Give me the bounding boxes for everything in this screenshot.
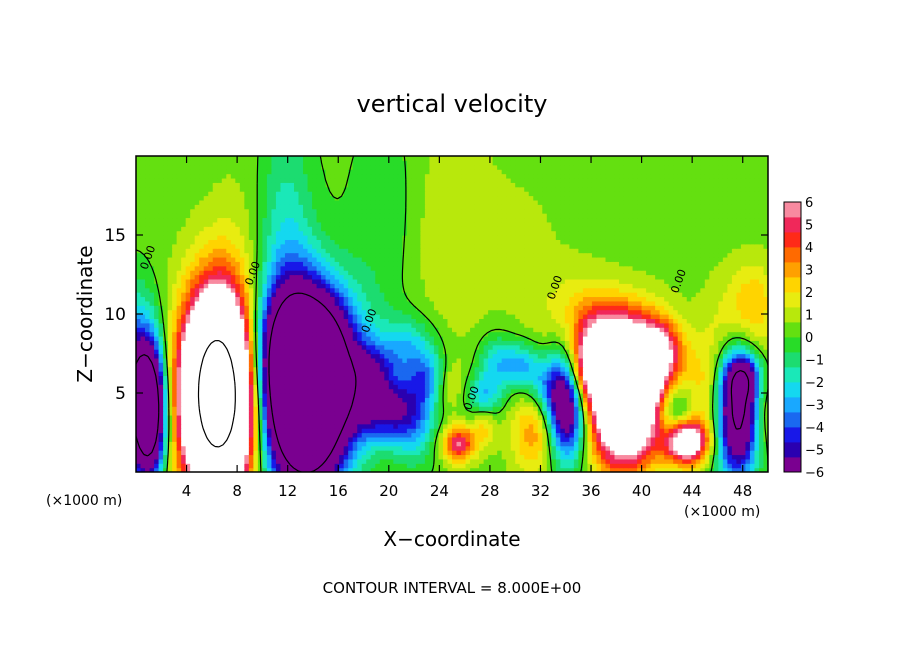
colorbar-label: 1: [805, 309, 813, 324]
contour-lines: [136, 156, 768, 472]
x-tick-label: 36: [581, 482, 600, 500]
x-tick-label: 44: [683, 482, 702, 500]
colorbar-swatch: [784, 322, 801, 338]
contour-zero: [136, 156, 768, 472]
colorbar-swatch: [784, 442, 801, 458]
colorbar-swatch: [784, 292, 801, 308]
colorbar: 6 5 4 3 2 1 0 −1 −2 −3 −4 −5 −6: [783, 196, 824, 481]
contour-negative: [136, 292, 750, 472]
colorbar-label: −6: [805, 466, 824, 481]
x-axis-ticks: 4 8 12 16 20 24 28 32 36 40 44 48: [182, 156, 752, 500]
x-axis-label: X−coordinate: [383, 527, 520, 551]
colorbar-label: 3: [805, 264, 813, 279]
x-tick-label: 20: [379, 482, 398, 500]
colorbar-swatch: [784, 217, 801, 233]
colorbar-swatch: [784, 202, 801, 218]
x-tick-label: 28: [480, 482, 499, 500]
colorbar-swatch: [784, 427, 801, 443]
colorbar-swatch: [784, 412, 801, 428]
contour-interval-note: CONTOUR INTERVAL = 8.000E+00: [323, 579, 582, 597]
colorbar-label: 0: [805, 331, 813, 346]
colorbar-label: −2: [805, 376, 824, 391]
chart-title: vertical velocity: [357, 90, 548, 118]
x-tick-label: 40: [632, 482, 651, 500]
colorbar-label: −1: [805, 354, 824, 369]
colorbar-label: 5: [805, 219, 813, 234]
y-tick-label: 10: [104, 305, 126, 325]
colorbar-label: −4: [805, 421, 824, 436]
colorbar-label: 4: [805, 241, 813, 256]
y-tick-label: 5: [115, 384, 126, 404]
colorbar-swatch: [784, 367, 801, 383]
colorbar-label: 6: [805, 196, 813, 211]
x-tick-label: 48: [733, 482, 752, 500]
y-axis-ticks: 5 10 15: [104, 226, 768, 404]
velocity-field: [136, 156, 768, 472]
colorbar-label: −3: [805, 399, 824, 414]
x-tick-label: 4: [182, 482, 192, 500]
colorbar-frame: [783, 201, 802, 473]
colorbar-swatch: [784, 352, 801, 368]
x-tick-label: 12: [278, 482, 297, 500]
x-unit-right: (×1000 m): [684, 504, 760, 520]
y-axis-label: Z−coordinate: [73, 245, 97, 382]
colorbar-swatch: [784, 337, 801, 353]
colorbar-swatch: [784, 382, 801, 398]
colorbar-label: −5: [805, 444, 824, 459]
colorbar-label: 2: [805, 286, 813, 301]
y-tick-label: 15: [104, 226, 126, 246]
colorbar-swatch: [784, 262, 801, 278]
colorbar-swatch: [784, 232, 801, 248]
colorbar-swatch: [784, 247, 801, 263]
x-tick-label: 32: [531, 482, 550, 500]
contour-positive: [197, 340, 236, 448]
colorbar-swatch: [784, 277, 801, 293]
colorbar-swatch: [784, 307, 801, 323]
colorbar-swatch: [784, 457, 801, 473]
x-tick-label: 24: [430, 482, 449, 500]
x-tick-label: 16: [329, 482, 348, 500]
x-unit-left: (×1000 m): [46, 493, 122, 509]
x-tick-label: 8: [232, 482, 242, 500]
colorbar-swatch: [784, 397, 801, 413]
